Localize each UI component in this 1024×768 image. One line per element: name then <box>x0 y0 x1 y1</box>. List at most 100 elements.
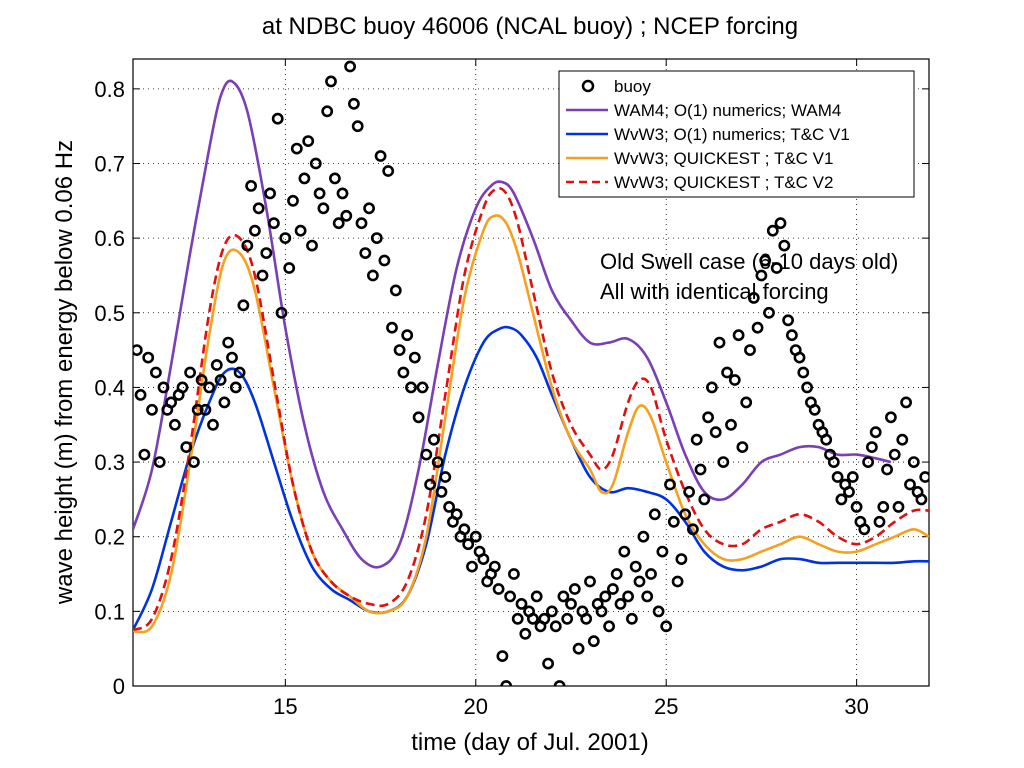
buoy-point <box>709 426 722 439</box>
buoy-point <box>793 351 806 364</box>
buoy-point <box>580 612 593 625</box>
buoy-point <box>717 456 730 468</box>
buoy-point <box>904 478 916 491</box>
buoy-point <box>648 508 661 521</box>
buoy-point <box>584 575 596 588</box>
buoy-point <box>542 657 554 670</box>
buoy-point <box>317 202 330 215</box>
buoy-point <box>698 493 711 506</box>
buoy-point <box>344 60 356 73</box>
buoy-point <box>382 165 395 177</box>
buoy-point <box>519 627 532 640</box>
buoy-point <box>660 620 673 633</box>
series-line-wvw3-quickest-v2 <box>133 186 929 632</box>
buoy-point <box>561 612 574 625</box>
buoy-point <box>184 366 196 379</box>
buoy-point <box>267 217 280 230</box>
x-axis-label: time (day of Jul. 2001) <box>411 729 648 756</box>
buoy-point <box>283 262 296 274</box>
buoy-point <box>500 680 513 686</box>
buoy-point <box>146 403 158 416</box>
buoy-point <box>153 456 166 468</box>
annotation-line-1: Old Swell case (6-10 days old) <box>600 249 898 274</box>
series-lines <box>133 79 929 634</box>
buoy-point <box>496 650 509 662</box>
buoy-point <box>427 433 440 446</box>
buoy-point <box>287 194 299 207</box>
buoy-point <box>850 500 863 513</box>
buoy-point <box>260 247 273 259</box>
buoy-point <box>862 456 874 468</box>
legend-wvw3-quickest-v2-label: WvW3; QUICKEST ; T&C V2 <box>614 173 833 192</box>
y-tick-label: 0 <box>113 674 125 699</box>
buoy-point <box>290 142 303 155</box>
buoy-point <box>363 202 375 215</box>
y-tick-label: 0.8 <box>94 77 125 102</box>
buoy-point <box>233 366 246 379</box>
buoy-point <box>774 217 787 230</box>
buoy-point <box>180 441 193 453</box>
buoy-point <box>443 500 455 513</box>
buoy-point <box>702 411 714 424</box>
buoy-point <box>199 403 212 416</box>
buoy-point <box>778 239 791 252</box>
y-tick-label: 0.7 <box>94 152 125 177</box>
chart-title: at NDBC buoy 46006 (NCAL buoy) ; NCEP fo… <box>262 13 798 40</box>
buoy-points <box>133 60 929 686</box>
y-tick-label: 0.6 <box>94 226 125 251</box>
y-axis-label: wave height (m) from energy below 0.06 H… <box>51 140 78 605</box>
buoy-point <box>747 291 760 304</box>
buoy-point <box>786 329 798 342</box>
buoy-point <box>195 374 208 386</box>
legend-buoy-marker <box>581 79 595 93</box>
buoy-point <box>313 187 326 200</box>
buoy-point <box>706 381 718 394</box>
buoy-point <box>607 583 619 595</box>
buoy-point <box>766 224 779 237</box>
y-tick-label: 0.4 <box>94 375 125 400</box>
buoy-point <box>888 448 901 461</box>
buoy-point <box>229 381 242 394</box>
buoy-point <box>203 381 216 394</box>
buoy-point <box>386 321 398 334</box>
buoy-point <box>759 254 772 267</box>
buoy-point <box>420 448 433 461</box>
buoy-point <box>488 560 501 573</box>
buoy-point <box>728 374 741 386</box>
buoy-point <box>656 545 669 558</box>
buoy-point <box>168 418 181 431</box>
legend-wam4-label: WAM4; O(1) numerics; WAM4 <box>614 101 841 120</box>
buoy-point <box>508 568 520 580</box>
buoy-point <box>325 75 337 88</box>
buoy-point <box>626 612 638 625</box>
buoy-point <box>302 135 315 147</box>
buoy-point <box>374 150 387 162</box>
y-tick-label: 0.3 <box>94 450 125 475</box>
x-tick-label: 15 <box>273 694 297 719</box>
buoy-point <box>492 583 505 595</box>
buoy-point <box>907 456 920 468</box>
buoy-point <box>637 530 650 543</box>
buoy-point <box>187 456 200 468</box>
buoy-point <box>237 299 250 312</box>
buoy-point <box>469 530 482 543</box>
legend-wvw3-quickest-v1-label: WvW3; QUICKEST ; T&C V1 <box>614 149 833 168</box>
buoy-point <box>690 433 703 446</box>
y-axis: 0 0.1 0.2 0.3 0.4 0.5 0.6 0.7 0.8 <box>94 77 929 699</box>
buoy-point <box>389 284 402 297</box>
legend-buoy-label: buoy <box>614 77 651 96</box>
buoy-point <box>328 172 341 185</box>
buoy-point <box>568 583 581 595</box>
buoy-point <box>885 411 897 424</box>
buoy-point <box>306 239 318 252</box>
buoy-point <box>873 515 886 528</box>
buoy-point <box>309 157 322 170</box>
buoy-point <box>279 232 292 244</box>
buoy-point <box>366 269 379 282</box>
buoy-point <box>435 485 448 498</box>
buoy-point <box>191 403 204 416</box>
buoy-point <box>477 553 490 565</box>
buoy-point <box>721 366 733 379</box>
buoy-point <box>557 590 570 603</box>
buoy-point <box>751 321 764 334</box>
